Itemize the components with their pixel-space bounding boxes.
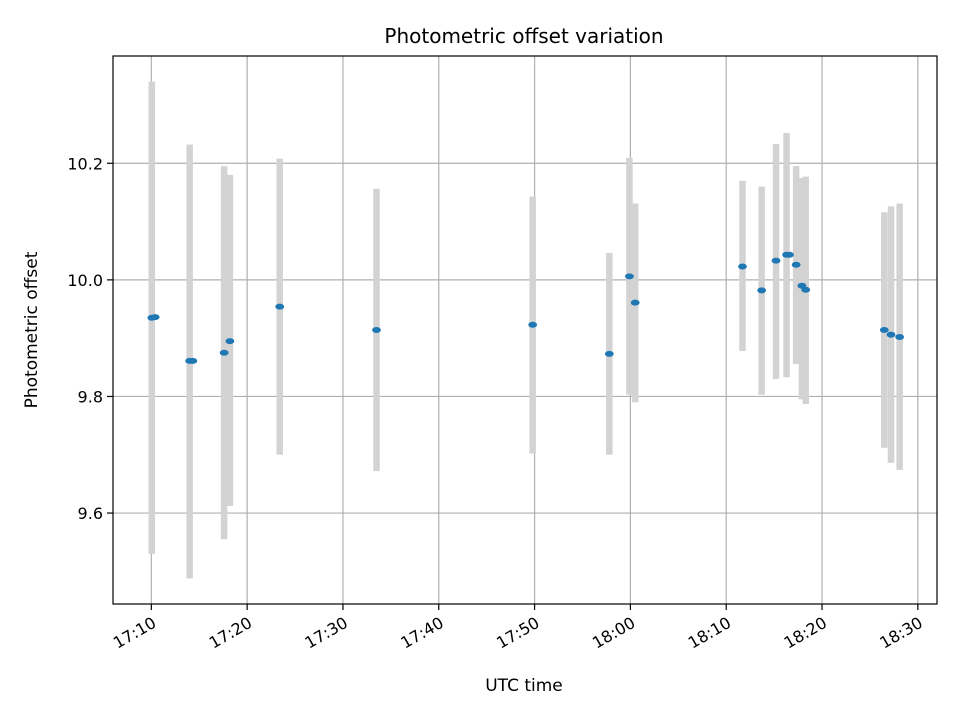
data-point [372,327,381,333]
chart-title: Photometric offset variation [384,24,663,48]
data-point [738,263,747,270]
data-point [219,349,229,356]
data-point [886,331,896,338]
data-point [625,273,634,280]
data-point [275,303,285,310]
data-point [791,261,801,268]
y-tick-label: 9.6 [78,504,103,523]
data-point [801,286,811,293]
y-tick-label: 10.2 [67,154,103,173]
data-point [604,350,614,357]
data-point [757,287,767,294]
y-axis-label: Photometric offset [22,251,42,408]
data-point [895,333,905,340]
data-point [630,299,640,306]
y-tick-label: 9.8 [78,387,103,406]
data-point [188,357,198,364]
data-point [528,321,538,328]
y-tick-label: 10.0 [67,271,103,290]
data-point [785,251,794,258]
data-point [771,257,781,264]
axes-frame [112,55,938,605]
x-axis-label: UTC time [485,676,563,696]
y-axis-ticks: 9.6 9.8 10.0 10.2 [67,154,113,523]
data-points [147,251,905,364]
data-point [150,314,160,321]
data-point [879,327,889,333]
data-point [225,338,235,345]
